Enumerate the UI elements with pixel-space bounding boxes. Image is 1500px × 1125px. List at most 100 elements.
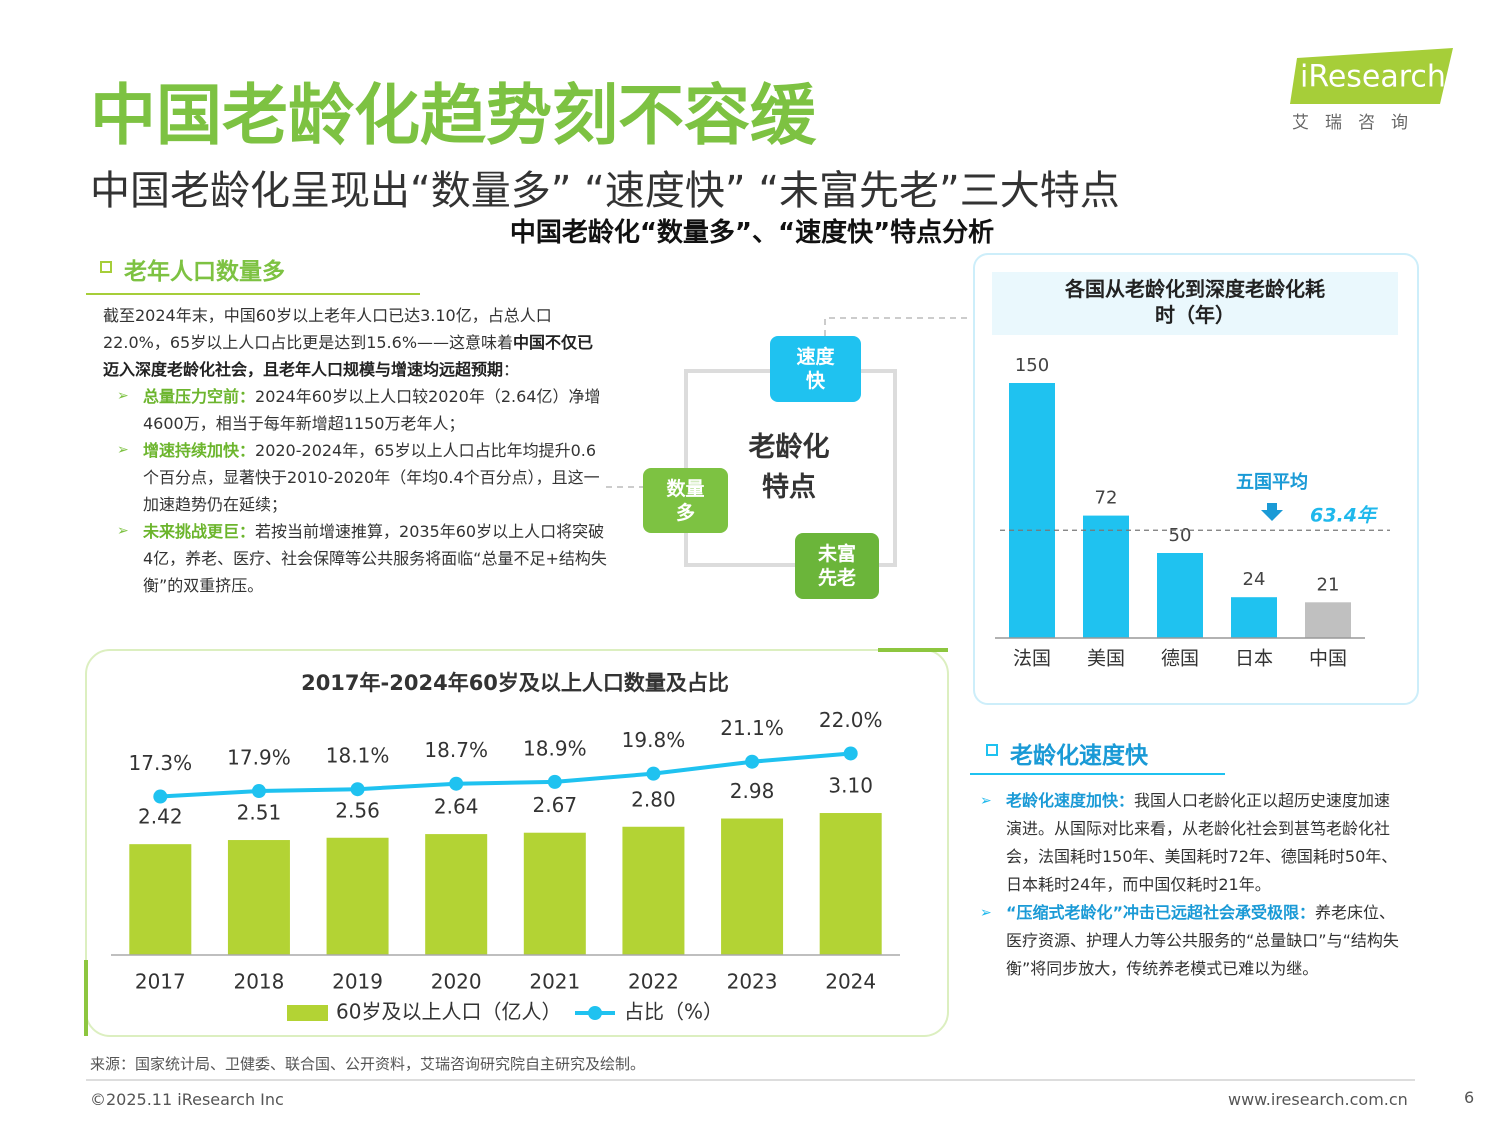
- logo-badge: [1290, 48, 1453, 104]
- x-tick-label: 2022: [628, 970, 679, 994]
- x-tick-label: 2021: [529, 970, 580, 994]
- diagram-node: 数量多: [643, 468, 728, 533]
- bullet: 总量压力空前：2024年60岁以上人口较2020年（2.64亿）净增4600万，…: [103, 383, 608, 437]
- data-label: 18.7%: [424, 738, 488, 762]
- bullet-text: 养老床位、医疗资源、护理人力等公共服务的“总量缺口”与“结构失衡”将同步放大，传…: [1006, 903, 1399, 978]
- line: [160, 751, 851, 799]
- bullet-label: 未来挑战更巨：: [143, 522, 256, 541]
- bar: [227, 840, 290, 955]
- bar: [1157, 553, 1203, 638]
- point: [251, 784, 266, 799]
- point: [646, 766, 661, 781]
- data-label: 50: [1169, 525, 1192, 546]
- title: 中国老龄化趋势刻不容缓: [90, 77, 816, 154]
- data-label: 17.9%: [227, 746, 291, 770]
- bullet-text: 我国人口老龄化正以超历史速度加速演进。从国际对比来看，从老龄化社会到甚笃老龄化社…: [1006, 791, 1398, 894]
- icon: [986, 744, 998, 756]
- data-label: 150: [1015, 355, 1049, 376]
- source: 来源：国家统计局、卫健委、联合国、公开资料，艾瑞咨询研究院自主研究及绘制。: [90, 1055, 646, 1073]
- point: [449, 776, 464, 791]
- bar: [1009, 383, 1055, 638]
- data-label: 2.98: [730, 779, 775, 803]
- data-label: 2.51: [237, 801, 282, 825]
- point: [153, 789, 168, 804]
- bullet: 老龄化速度加快：我国人口老龄化正以超历史速度加速演进。从国际对比来看，从老龄化社…: [966, 787, 1406, 899]
- legend-swatch: [287, 1005, 328, 1021]
- bar: [1083, 515, 1129, 638]
- x-tick-label: 2020: [431, 970, 482, 994]
- url: www.iresearch.com.cn: [1228, 1090, 1408, 1109]
- data-label: 19.8%: [622, 728, 686, 752]
- chart-title: 2017年-2024年60岁及以上人口数量及占比: [301, 671, 729, 695]
- bar: [819, 813, 882, 955]
- data-label: 18.9%: [523, 736, 587, 760]
- x-tick-label: 2023: [727, 970, 778, 994]
- subtitle: 中国老龄化呈现出“数量多” “速度快” “未富先老”三大特点: [90, 168, 1120, 214]
- diagram-center: 老龄化特点: [748, 432, 830, 503]
- data-label: 2.64: [434, 795, 479, 819]
- data-label: 2.42: [138, 805, 183, 829]
- connector: [824, 317, 972, 336]
- bullet-label: “压缩式老龄化”冲击已远超社会承受极限：: [1006, 903, 1316, 922]
- bullet-text: 2020-2024年，65岁以上人口占比年均提升0.6个百分点，显著快于2010…: [143, 441, 600, 514]
- diagram-node: 未富先老: [795, 533, 879, 599]
- text-block: 截至2024年末，中国60岁以上老年人口已达3.10亿，占总人口22.0%，65…: [103, 302, 608, 599]
- bullet-text: 若按当前增速推算，2035年60岁以上人口将突破4亿，养老、医疗、社会保障等公共…: [143, 522, 607, 595]
- bullet: 增速持续加快：2020-2024年，65岁以上人口占比年均提升0.6个百分点，显…: [103, 437, 608, 518]
- point: [843, 746, 858, 761]
- logo-tagline: 艾瑞咨询: [1292, 113, 1424, 133]
- chart-frame: [85, 649, 949, 1037]
- bullet-label: 总量压力空前：: [143, 387, 256, 406]
- bar: [523, 832, 586, 955]
- section-heading: 老龄化速度快: [1010, 743, 1148, 769]
- bullet: “压缩式老龄化”冲击已远超社会承受极限：养老床位、医疗资源、护理人力等公共服务的…: [966, 899, 1406, 983]
- point: [350, 782, 365, 797]
- data-label: 18.1%: [326, 744, 390, 768]
- x-tick-label: 2019: [332, 970, 383, 994]
- data-label: 2.67: [533, 793, 578, 817]
- data-label: 2.80: [631, 787, 676, 811]
- legend-label: 占比（%）: [624, 1000, 723, 1024]
- data-label: 17.3%: [129, 751, 193, 775]
- bullet-label: 增速持续加快：: [143, 441, 256, 460]
- bar: [1231, 597, 1277, 638]
- chart-frame: [973, 253, 1419, 705]
- bullet-label: 老龄化速度加快：: [1006, 791, 1135, 810]
- bullet-text: 2024年60岁以上人口较2020年（2.64亿）净增4600万，相当于每年新增…: [143, 387, 601, 433]
- data-label: 72: [1095, 488, 1118, 509]
- emphasis: 中国不仅已迈入深度老龄化社会，且老年人口规模与增速均远超预期: [103, 333, 594, 379]
- point: [547, 774, 562, 789]
- section-title: 中国老龄化“数量多”、“速度快”特点分析: [509, 218, 995, 248]
- bar: [622, 826, 685, 955]
- page-number: 6: [1464, 1088, 1475, 1107]
- x-tick-label: 法国: [1013, 648, 1051, 670]
- data-label: 2.56: [335, 798, 380, 822]
- x-tick-label: 美国: [1087, 648, 1125, 670]
- bar: [1305, 602, 1351, 638]
- data-label: 21.1%: [720, 716, 784, 740]
- data-label: 21: [1317, 574, 1340, 595]
- chart-title: 各国从老龄化到深度老龄化耗时（年）: [1065, 277, 1325, 327]
- x-tick-label: 德国: [1161, 648, 1199, 670]
- text-block: 老龄化速度加快：我国人口老龄化正以超历史速度加速演进。从国际对比来看，从老龄化社…: [966, 787, 1406, 983]
- reference-title: 五国平均: [1236, 471, 1308, 493]
- x-tick-label: 中国: [1309, 648, 1347, 670]
- legend-label: 60岁及以上人口（亿人）: [336, 1000, 561, 1024]
- x-tick-label: 日本: [1235, 648, 1273, 670]
- copyright: ©2025.11 iResearch Inc: [90, 1090, 284, 1109]
- diagram-node: 速度快: [770, 336, 861, 402]
- x-tick-label: 2018: [233, 970, 284, 994]
- data-label: 24: [1243, 569, 1266, 590]
- x-tick-label: 2024: [825, 970, 876, 994]
- data-label: 22.0%: [819, 708, 883, 732]
- bar: [129, 844, 192, 955]
- text: ：: [503, 360, 520, 379]
- arrow: [1261, 503, 1283, 521]
- chart-title-bg: [992, 272, 1398, 335]
- icon: [100, 261, 112, 273]
- bullet: 未来挑战更巨：若按当前增速推算，2035年60岁以上人口将突破4亿，养老、医疗、…: [103, 518, 608, 599]
- point: [745, 754, 760, 769]
- text: 截至2024年末，中国60岁以上老年人口已达3.10亿，占总人口22.0%，65…: [103, 306, 552, 352]
- x-tick-label: 2017: [135, 970, 186, 994]
